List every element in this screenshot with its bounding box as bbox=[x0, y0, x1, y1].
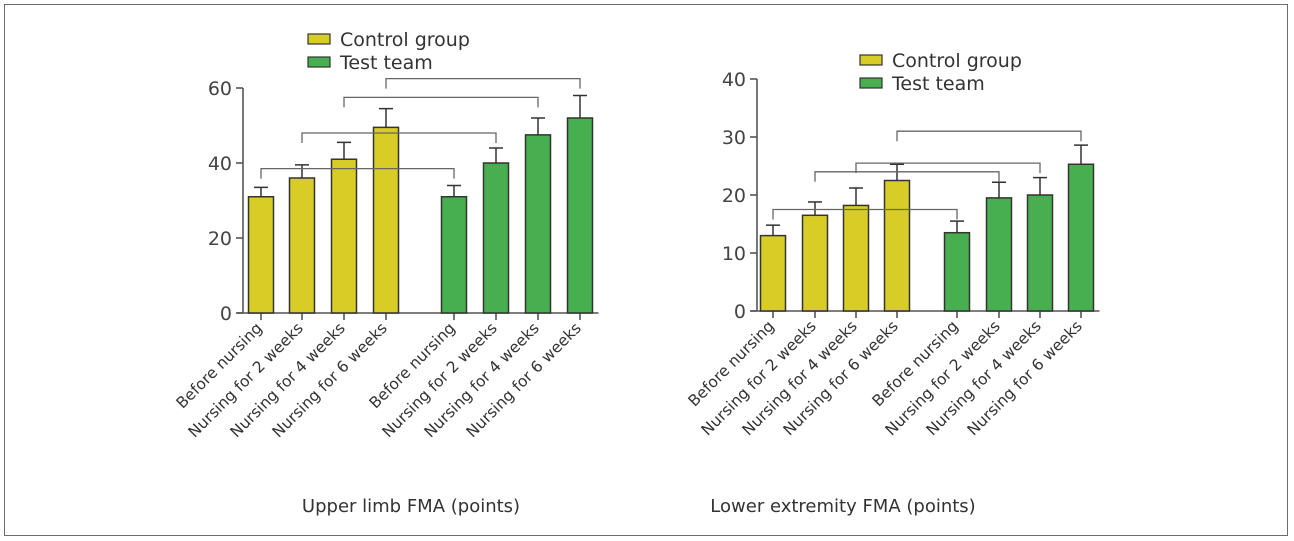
bar bbox=[566, 117, 594, 314]
bar bbox=[985, 197, 1013, 312]
bar bbox=[883, 179, 911, 312]
bar bbox=[801, 214, 829, 312]
bar bbox=[247, 196, 275, 314]
bar bbox=[842, 204, 870, 312]
bar bbox=[440, 196, 468, 314]
bar bbox=[1026, 194, 1054, 312]
panel-caption: Lower extremity FMA (points) bbox=[710, 496, 975, 517]
bar bbox=[330, 158, 358, 314]
comparison-bracket bbox=[896, 130, 1082, 142]
bar bbox=[1067, 163, 1095, 312]
bar bbox=[372, 126, 400, 314]
legend-label: Control group bbox=[892, 50, 1022, 72]
panel-caption: Upper limb FMA (points) bbox=[302, 496, 520, 517]
bar bbox=[759, 234, 787, 312]
comparison-bracket bbox=[814, 171, 1000, 182]
comparison-bracket bbox=[855, 162, 1041, 174]
y-tick-label: 30 bbox=[722, 127, 746, 149]
legend-label: Control group bbox=[340, 29, 470, 51]
legend-swatch bbox=[859, 77, 883, 89]
legend-label: Test team bbox=[339, 52, 433, 74]
bar bbox=[288, 177, 316, 314]
legend-swatch bbox=[859, 54, 883, 66]
y-tick-label: 0 bbox=[220, 303, 232, 325]
comparison-bracket bbox=[260, 167, 455, 179]
comparison-bracket bbox=[301, 132, 497, 143]
comparison-bracket bbox=[772, 208, 958, 220]
legend-swatch bbox=[307, 56, 331, 68]
y-tick-label: 10 bbox=[722, 243, 746, 265]
y-tick-label: 20 bbox=[722, 185, 746, 207]
y-tick-label: 40 bbox=[208, 153, 232, 175]
comparison-bracket bbox=[385, 77, 581, 89]
legend-label: Test team bbox=[891, 73, 985, 95]
comparison-bracket bbox=[343, 96, 539, 108]
legend-swatch bbox=[307, 33, 331, 45]
y-tick-label: 60 bbox=[208, 78, 232, 100]
figure-frame: 0 20 40 60 Before nursing Nursing for 2 weeks… bbox=[4, 4, 1288, 536]
y-tick-label: 20 bbox=[208, 228, 232, 250]
y-tick-label: 0 bbox=[734, 301, 746, 323]
y-tick-label: 40 bbox=[722, 69, 746, 91]
bar bbox=[943, 231, 971, 312]
bar bbox=[482, 162, 510, 314]
bar bbox=[524, 134, 552, 314]
